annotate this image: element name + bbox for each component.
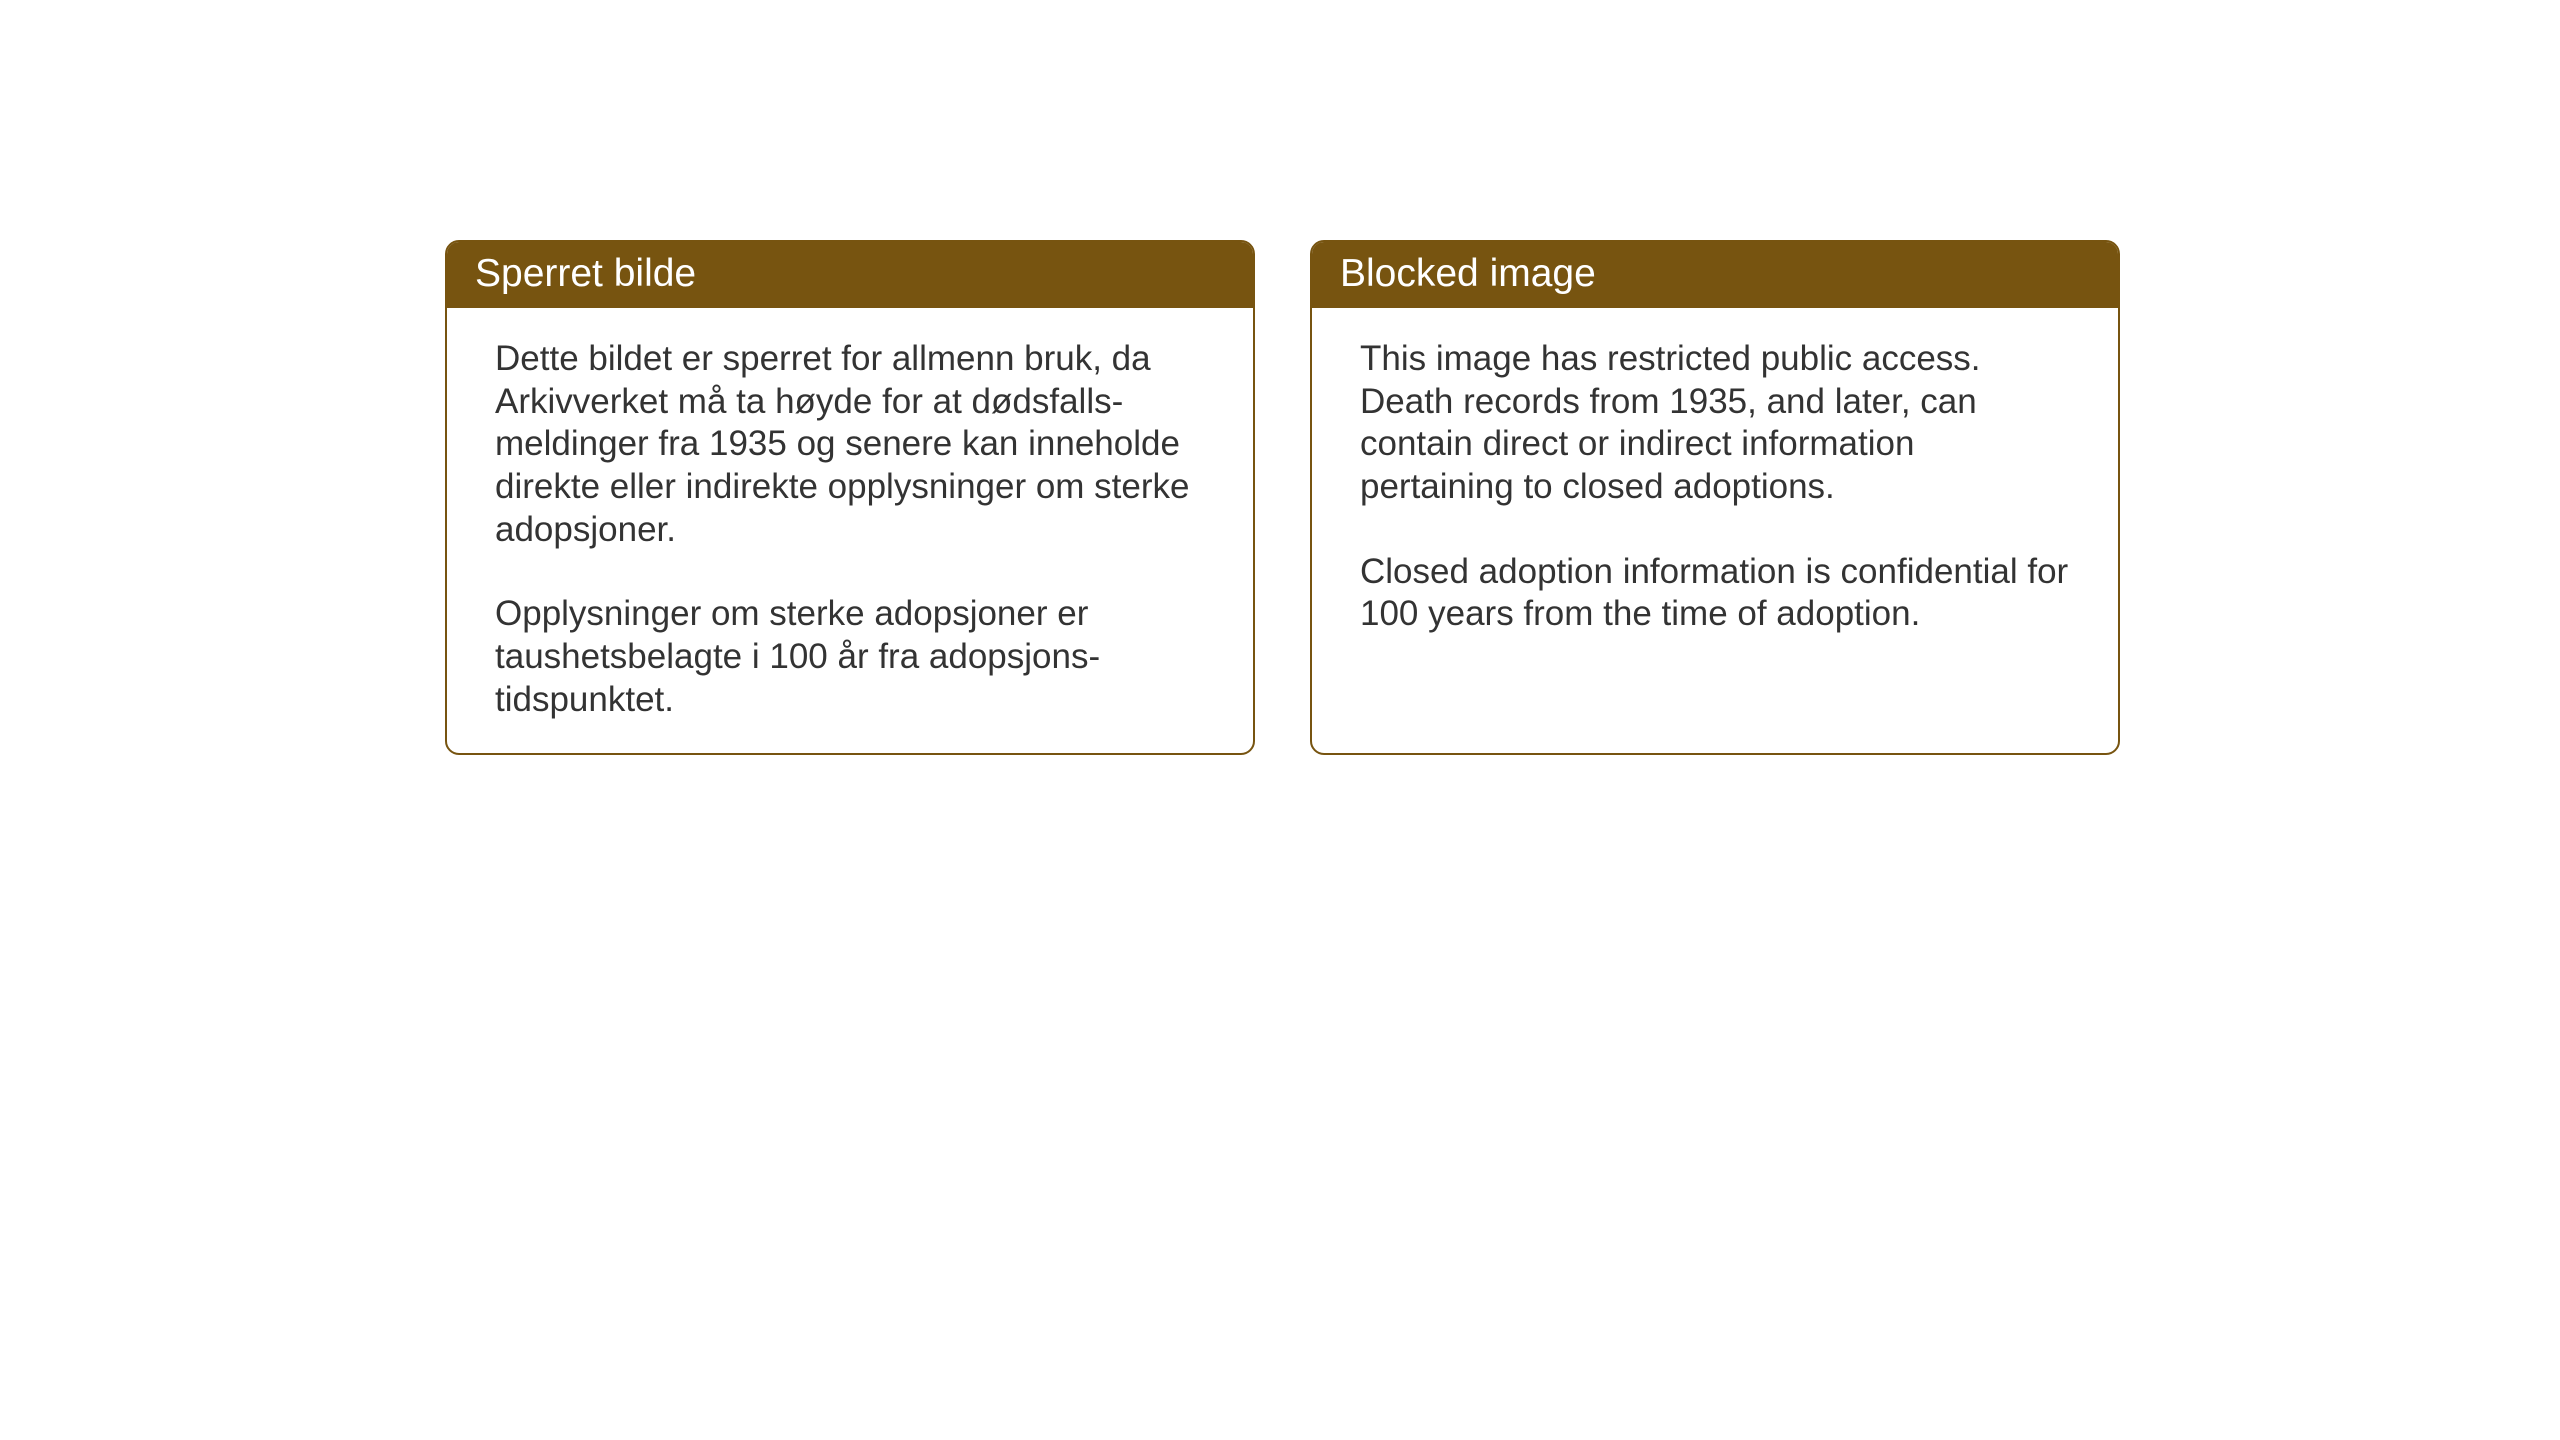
card-header-norwegian: Sperret bilde: [447, 242, 1253, 308]
notice-card-norwegian: Sperret bilde Dette bildet er sperret fo…: [445, 240, 1255, 755]
card-paragraph-2-norwegian: Opplysninger om sterke adopsjoner er tau…: [495, 593, 1208, 721]
card-header-english: Blocked image: [1312, 242, 2118, 308]
notice-container: Sperret bilde Dette bildet er sperret fo…: [445, 240, 2120, 755]
card-paragraph-1-english: This image has restricted public access.…: [1360, 338, 2073, 509]
card-body-norwegian: Dette bildet er sperret for allmenn bruk…: [447, 308, 1253, 755]
card-body-english: This image has restricted public access.…: [1312, 308, 2118, 753]
notice-card-english: Blocked image This image has restricted …: [1310, 240, 2120, 755]
card-title-english: Blocked image: [1340, 252, 1596, 295]
card-title-norwegian: Sperret bilde: [475, 252, 696, 295]
card-paragraph-1-norwegian: Dette bildet er sperret for allmenn bruk…: [495, 338, 1208, 551]
card-paragraph-2-english: Closed adoption information is confident…: [1360, 551, 2073, 636]
